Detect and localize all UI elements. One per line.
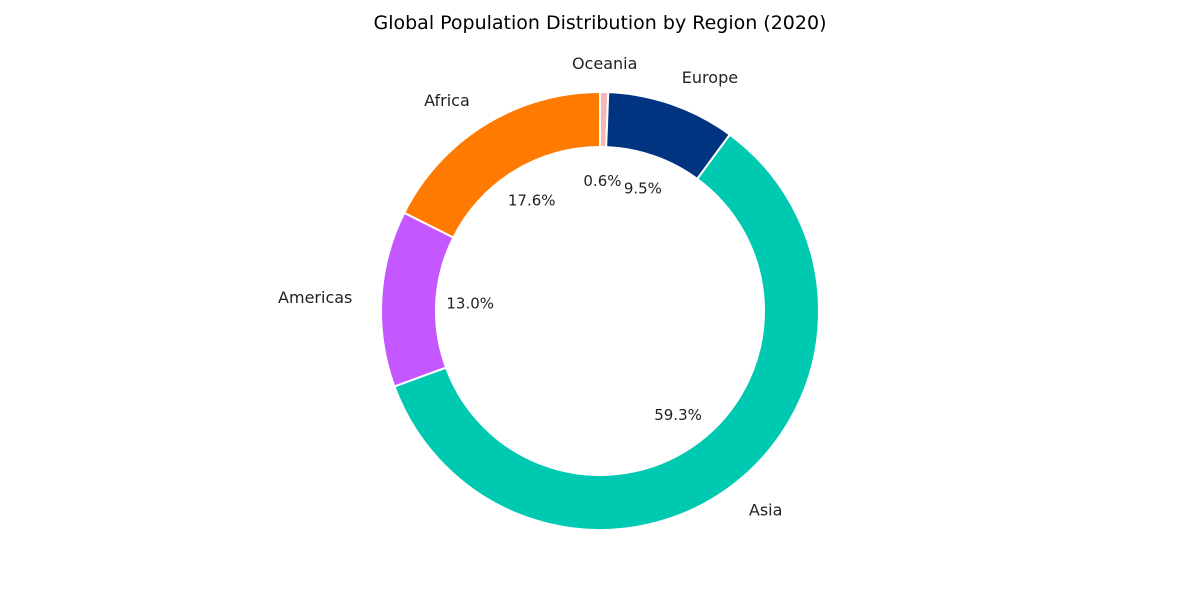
slice-label-europe: Europe bbox=[682, 68, 738, 87]
slice-pct-africa: 17.6% bbox=[508, 191, 556, 209]
slice-asia bbox=[393, 133, 820, 531]
slice-pct-americas: 13.0% bbox=[446, 295, 494, 313]
slice-americas bbox=[380, 211, 455, 388]
slice-pct-oceania: 0.6% bbox=[583, 172, 621, 190]
slice-label-oceania: Oceania bbox=[572, 54, 637, 73]
slice-pct-asia: 59.3% bbox=[654, 406, 702, 424]
slice-pct-europe: 9.5% bbox=[624, 179, 662, 197]
slice-africa bbox=[402, 90, 601, 239]
chart-title: Global Population Distribution by Region… bbox=[373, 12, 826, 34]
slice-label-americas: Americas bbox=[278, 288, 352, 307]
slices-group bbox=[380, 90, 820, 531]
labels-group: Oceania 0.6% Europe 9.5% Asia 59.3% Americas 13… bbox=[278, 54, 782, 519]
slice-label-asia: Asia bbox=[749, 500, 783, 519]
slice-label-africa: Africa bbox=[424, 91, 470, 110]
